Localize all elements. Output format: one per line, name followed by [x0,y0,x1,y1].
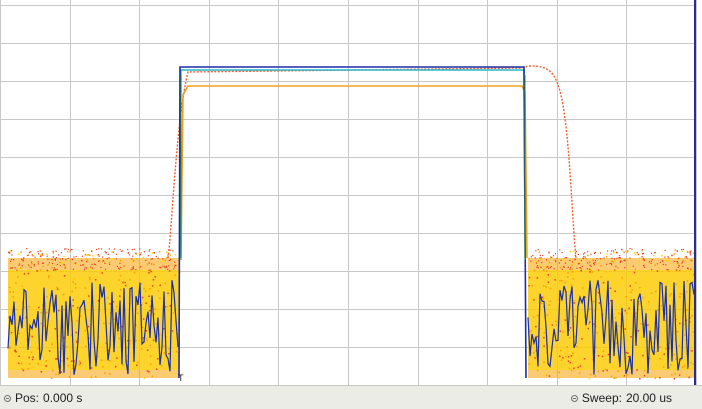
live-trace-pulse [178,66,527,379]
sweep-label: Sweep: [581,391,622,405]
position-field[interactable]: Pos: 0.000 s [4,391,82,405]
status-bar: Pos: 0.000 s Sweep: 20.00 us [0,385,702,409]
plot-grid [0,0,697,385]
position-label: Pos: [15,391,40,405]
noise-floor-left [7,248,181,379]
cyan-trace [179,69,526,259]
spin-icon[interactable] [570,394,578,402]
live-trace-noise [527,280,695,375]
trace-group [167,65,577,379]
sweep-value: 20.00 us [625,391,672,405]
position-value: 0.000 s [43,391,83,405]
sweep-field[interactable]: Sweep: 20.00 us [570,391,672,405]
average-trace [180,85,528,259]
trigger-marker: T [178,373,184,383]
noise-floor-right [527,248,696,380]
right-edge-bar [694,0,696,385]
live-trace-noise [7,280,179,375]
spin-icon[interactable] [4,394,11,402]
max-hold-envelope [167,65,577,259]
trace-plot[interactable] [0,0,702,385]
